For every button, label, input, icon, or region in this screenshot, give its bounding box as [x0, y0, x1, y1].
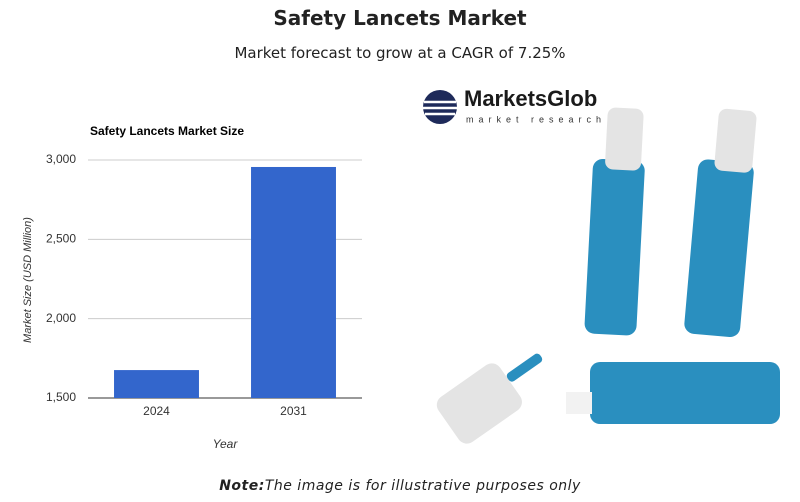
lancet	[584, 107, 645, 336]
bar	[251, 166, 336, 398]
bar	[114, 370, 199, 398]
title: Safety Lancets Market	[273, 6, 527, 30]
note-text: The image is for illustrative purposes o…	[264, 478, 581, 494]
lancet	[684, 108, 757, 338]
note-label: Note:	[219, 478, 265, 494]
y-tick-label: 1,500	[46, 390, 76, 404]
y-tick-label: 2,500	[46, 232, 76, 246]
illustration: MarketsGlob market research	[423, 86, 780, 444]
x-tick-label: 2024	[143, 404, 170, 418]
subtitle: Market forecast to grow at a CAGR of 7.2…	[234, 44, 566, 62]
y-axis-label: Market Size (USD Million)	[22, 217, 34, 343]
x-axis-label: Year	[213, 437, 239, 451]
logo-tagline: market research	[466, 114, 606, 124]
chart: Safety Lancets Market Size Market Size (…	[22, 124, 362, 451]
lancet	[436, 353, 780, 444]
y-tick-label: 2,000	[46, 311, 76, 325]
logo-name: MarketsGlob	[464, 86, 597, 111]
logo: MarketsGlob market research	[423, 86, 606, 124]
note: Note:The image is for illustrative purpo…	[0, 478, 800, 494]
y-tick-label: 3,000	[46, 152, 76, 166]
chart-title: Safety Lancets Market Size	[90, 124, 244, 138]
x-tick-label: 2031	[280, 404, 307, 418]
